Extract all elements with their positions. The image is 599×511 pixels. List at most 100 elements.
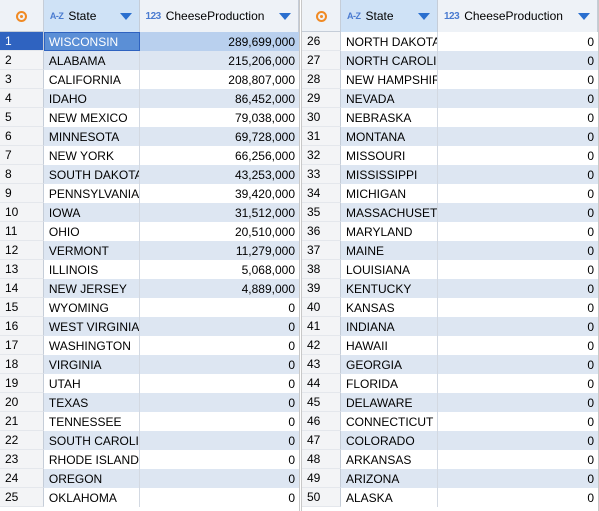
- cell-cheese-production[interactable]: 208,807,000: [228, 72, 295, 87]
- cell-state[interactable]: NEW YORK: [44, 146, 140, 165]
- cell-cheese-production[interactable]: 0: [438, 431, 598, 450]
- cell-cheese-production[interactable]: 39,420,000: [234, 186, 295, 201]
- cell-cheese-production[interactable]: 43,253,000: [139, 165, 299, 184]
- cell-cheese-production[interactable]: 20,510,000: [234, 224, 295, 239]
- table-row[interactable]: 36 MARYLAND 0: [302, 222, 598, 241]
- cell-cheese-production[interactable]: 0: [438, 279, 598, 298]
- row-number[interactable]: 45: [302, 393, 341, 412]
- row-number[interactable]: 32: [302, 146, 341, 165]
- column-filter-dropdown-icon[interactable]: [119, 13, 132, 20]
- table-row[interactable]: 30 NEBRASKA 0: [302, 108, 598, 127]
- table-row[interactable]: 27 NORTH CAROLIN 0: [302, 51, 598, 70]
- cell-state[interactable]: NEW HAMPSHIR: [341, 70, 438, 89]
- cell-state[interactable]: ARIZONA: [341, 469, 438, 488]
- cell-cheese-production[interactable]: 0: [288, 452, 295, 467]
- cell-state[interactable]: ARKANSAS: [341, 450, 438, 469]
- table-row[interactable]: 25 OKLAHOMA 0: [0, 488, 299, 507]
- table-row[interactable]: 19 UTAH 0: [0, 374, 299, 393]
- cell-cheese-production[interactable]: 0: [587, 34, 594, 49]
- row-number[interactable]: 4: [0, 89, 44, 108]
- cell-state[interactable]: WISCONSIN: [43, 32, 140, 51]
- table-row[interactable]: 17 WASHINGTON 0: [0, 336, 299, 355]
- cell-cheese-production[interactable]: 289,699,000: [139, 32, 299, 51]
- row-number[interactable]: 20: [0, 393, 44, 412]
- table-row[interactable]: 3 CALIFORNIA 208,807,000: [0, 70, 299, 89]
- row-number[interactable]: 49: [302, 469, 341, 488]
- cell-state[interactable]: MAINE: [341, 241, 438, 260]
- table-row[interactable]: 13 ILLINOIS 5,068,000: [0, 260, 299, 279]
- row-number[interactable]: 29: [302, 89, 341, 108]
- table-row[interactable]: 5 NEW MEXICO 79,038,000: [0, 108, 299, 127]
- row-number[interactable]: 21: [0, 412, 44, 431]
- cell-cheese-production[interactable]: 0: [587, 338, 594, 353]
- cell-state[interactable]: IOWA: [43, 203, 140, 222]
- row-number[interactable]: 43: [302, 355, 341, 374]
- cell-state[interactable]: NEVADA: [341, 89, 438, 108]
- cell-cheese-production[interactable]: 0: [587, 300, 594, 315]
- table-row[interactable]: 33 MISSISSIPPI 0: [302, 165, 598, 184]
- cell-cheese-production[interactable]: 0: [587, 490, 594, 505]
- cell-cheese-production[interactable]: 0: [587, 224, 594, 239]
- cell-cheese-production[interactable]: 0: [587, 148, 594, 163]
- cell-cheese-production[interactable]: 215,206,000: [139, 51, 299, 70]
- table-row[interactable]: 16 WEST VIRGINIA 0: [0, 317, 299, 336]
- table-row[interactable]: 41 INDIANA 0: [302, 317, 598, 336]
- row-number[interactable]: 27: [302, 51, 341, 70]
- row-number[interactable]: 31: [302, 127, 341, 146]
- cell-cheese-production[interactable]: 0: [288, 300, 295, 315]
- cell-cheese-production[interactable]: 0: [139, 469, 299, 488]
- table-row[interactable]: 28 NEW HAMPSHIR 0: [302, 70, 598, 89]
- row-number[interactable]: 35: [302, 203, 341, 222]
- cell-cheese-production[interactable]: 4,889,000: [139, 279, 299, 298]
- table-row[interactable]: 32 MISSOURI 0: [302, 146, 598, 165]
- row-number[interactable]: 5: [0, 108, 44, 127]
- cell-cheese-production[interactable]: 0: [587, 452, 594, 467]
- cell-cheese-production[interactable]: 0: [438, 317, 598, 336]
- row-number[interactable]: 30: [302, 108, 341, 127]
- table-row[interactable]: 8 SOUTH DAKOTA 43,253,000: [0, 165, 299, 184]
- row-number[interactable]: 44: [302, 374, 341, 393]
- cell-state[interactable]: KANSAS: [341, 298, 438, 317]
- row-number[interactable]: 40: [302, 298, 341, 317]
- cell-state[interactable]: ILLINOIS: [44, 260, 140, 279]
- results-grid-left[interactable]: A-Z State 123 CheeseProduction 1 WISCONSI…: [0, 0, 300, 511]
- table-row[interactable]: 15 WYOMING 0: [0, 298, 299, 317]
- cell-state[interactable]: MISSISSIPPI: [341, 165, 438, 184]
- row-number[interactable]: 50: [302, 488, 341, 507]
- table-row[interactable]: 20 TEXAS 0: [0, 393, 299, 412]
- cell-state[interactable]: MARYLAND: [341, 222, 438, 241]
- cell-state[interactable]: VERMONT: [43, 241, 140, 260]
- row-number[interactable]: 36: [302, 222, 341, 241]
- cell-state[interactable]: TENNESSEE: [44, 412, 140, 431]
- table-row[interactable]: 46 CONNECTICUT 0: [302, 412, 598, 431]
- cell-cheese-production[interactable]: 11,279,000: [139, 241, 299, 260]
- table-row[interactable]: 14 NEW JERSEY 4,889,000: [0, 279, 299, 298]
- cell-state[interactable]: GEORGIA: [341, 355, 438, 374]
- cell-cheese-production[interactable]: 0: [438, 355, 598, 374]
- cell-state[interactable]: MISSOURI: [341, 146, 438, 165]
- table-row[interactable]: 22 SOUTH CAROLIN 0: [0, 431, 299, 450]
- cell-state[interactable]: ALASKA: [341, 488, 438, 507]
- table-row[interactable]: 37 MAINE 0: [302, 241, 598, 260]
- cell-state[interactable]: ALABAMA: [43, 51, 140, 70]
- table-row[interactable]: 26 NORTH DAKOTA 0: [302, 32, 598, 51]
- cell-state[interactable]: PENNSYLVANIA: [44, 184, 140, 203]
- cell-state[interactable]: SOUTH CAROLIN: [43, 431, 140, 450]
- row-number[interactable]: 25: [0, 488, 44, 507]
- cell-cheese-production[interactable]: 0: [587, 262, 594, 277]
- column-header-state[interactable]: A-Z State: [341, 0, 438, 32]
- table-row[interactable]: 1 WISCONSIN 289,699,000: [0, 32, 299, 51]
- cell-cheese-production[interactable]: 0: [288, 338, 295, 353]
- cell-cheese-production[interactable]: 0: [438, 393, 598, 412]
- cell-state[interactable]: KENTUCKY: [341, 279, 438, 298]
- cell-cheese-production[interactable]: 0: [438, 469, 598, 488]
- table-row[interactable]: 45 DELAWARE 0: [302, 393, 598, 412]
- cell-state[interactable]: LOUISIANA: [341, 260, 438, 279]
- row-number[interactable]: 34: [302, 184, 341, 203]
- row-number[interactable]: 22: [0, 431, 44, 450]
- row-number[interactable]: 17: [0, 336, 44, 355]
- column-filter-dropdown-icon[interactable]: [279, 13, 291, 20]
- row-number[interactable]: 15: [0, 298, 44, 317]
- row-number[interactable]: 23: [0, 450, 44, 469]
- table-row[interactable]: 9 PENNSYLVANIA 39,420,000: [0, 184, 299, 203]
